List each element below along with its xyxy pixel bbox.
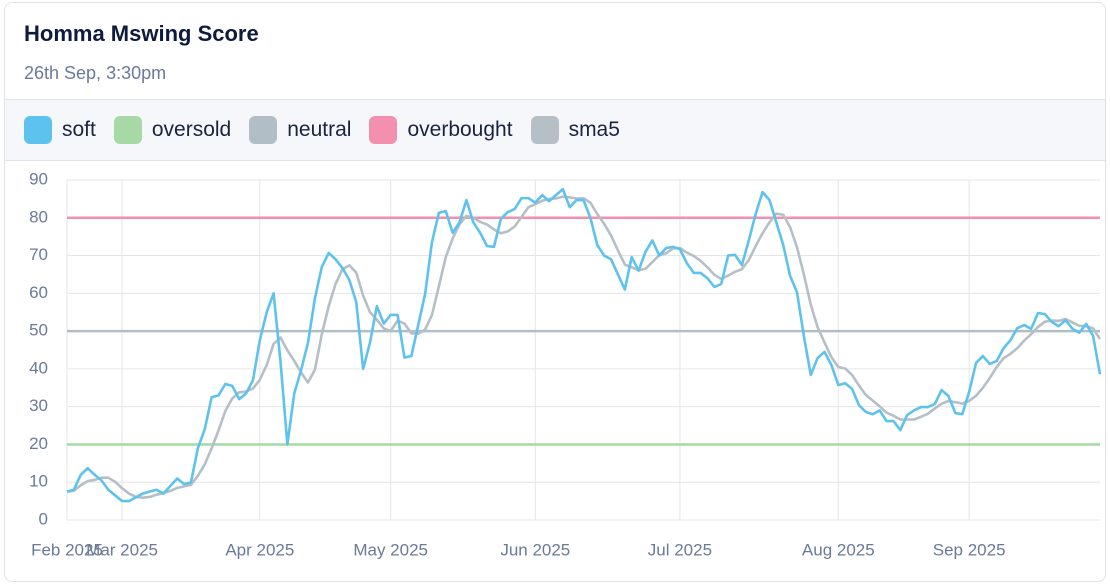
legend: soft oversold neutral overbought sma5 bbox=[5, 100, 1105, 161]
y-tick-label: 0 bbox=[39, 509, 48, 528]
legend-swatch bbox=[113, 116, 142, 144]
legend-item[interactable]: neutral bbox=[249, 116, 351, 144]
legend-swatch bbox=[24, 116, 52, 144]
x-tick-label: Aug 2025 bbox=[802, 540, 875, 559]
y-tick-label: 10 bbox=[29, 472, 48, 491]
y-tick-label: 90 bbox=[29, 169, 48, 188]
chart-subtitle: 26th Sep, 3:30pm bbox=[24, 63, 167, 83]
legend-swatch bbox=[249, 116, 278, 144]
x-tick-label: Jun 2025 bbox=[500, 540, 570, 559]
x-tick-label: Feb 2025 bbox=[31, 540, 103, 559]
legend-item[interactable]: sma5 bbox=[530, 116, 620, 144]
series-line bbox=[66, 187, 1102, 503]
legend-label: oversold bbox=[151, 118, 232, 141]
x-tick-label: May 2025 bbox=[353, 540, 428, 559]
x-tick-label: Sep 2025 bbox=[933, 540, 1006, 559]
legend-label: soft bbox=[62, 118, 96, 141]
y-tick-label: 60 bbox=[29, 283, 48, 302]
y-tick-label: 40 bbox=[29, 358, 48, 377]
legend-item[interactable]: oversold bbox=[113, 116, 232, 144]
legend-swatch bbox=[530, 116, 559, 144]
card-header: Homma Mswing Score 26th Sep, 3:30pm bbox=[5, 3, 1105, 100]
y-tick-label: 20 bbox=[29, 434, 48, 453]
y-tick-label: 50 bbox=[29, 321, 48, 340]
legend-label: neutral bbox=[287, 118, 352, 141]
legend-label: overbought bbox=[407, 118, 513, 141]
y-tick-label: 80 bbox=[29, 207, 48, 226]
x-tick-label: Mar 2025 bbox=[86, 540, 158, 559]
y-tick-label: 30 bbox=[29, 396, 48, 415]
y-tick-label: 70 bbox=[29, 245, 48, 264]
legend-swatch bbox=[369, 116, 398, 144]
legend-item[interactable]: overbought bbox=[369, 116, 513, 144]
legend-label: sma5 bbox=[568, 118, 620, 141]
chart-title: Homma Mswing Score bbox=[24, 21, 259, 46]
legend-item[interactable]: soft bbox=[24, 116, 96, 144]
x-tick-label: Apr 2025 bbox=[225, 540, 294, 559]
x-tick-label: Jul 2025 bbox=[648, 540, 712, 559]
series-line bbox=[66, 195, 1102, 500]
